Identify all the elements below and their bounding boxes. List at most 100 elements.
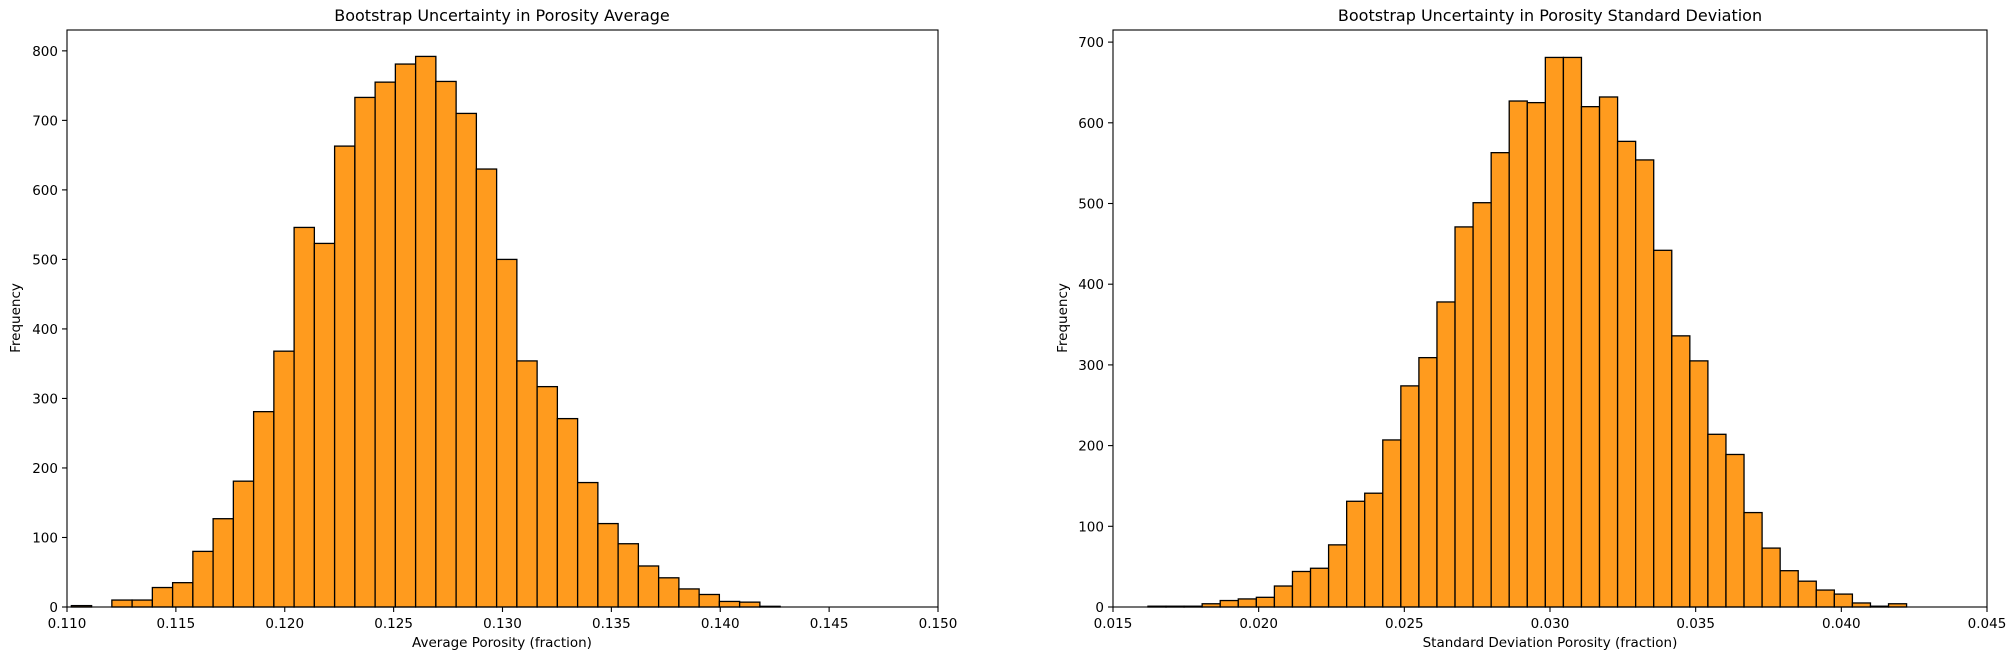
histogram-bar xyxy=(394,63,417,608)
histogram-bar xyxy=(1616,140,1637,608)
histogram-bar xyxy=(576,481,599,608)
y-tick-label: 100 xyxy=(1078,519,1104,535)
histogram-bar xyxy=(536,385,559,608)
y-tick-label: 600 xyxy=(32,183,58,199)
x-tick-label: 0.040 xyxy=(1822,616,1861,632)
histogram-bar xyxy=(1833,593,1854,608)
histogram-bar xyxy=(171,582,194,608)
histogram-bar xyxy=(1454,226,1474,608)
x-tick-label: 0.150 xyxy=(919,616,958,632)
histogram-bar xyxy=(1346,500,1366,608)
histogram-bar xyxy=(617,543,640,608)
histogram-bar xyxy=(1544,56,1565,608)
histogram-bar xyxy=(111,599,133,608)
y-tick-label: 400 xyxy=(1078,277,1104,293)
histogram-bar xyxy=(718,600,741,608)
histogram-bars xyxy=(1147,56,1908,608)
x-tick-label: 0.135 xyxy=(592,616,631,632)
x-tick-label: 0.045 xyxy=(1968,616,2007,632)
x-tick-label: 0.110 xyxy=(48,616,87,632)
histogram-bar xyxy=(1562,56,1583,608)
x-tick-label: 0.130 xyxy=(483,616,522,632)
histogram-bar xyxy=(1689,360,1709,608)
x-tick-label: 0.140 xyxy=(701,616,740,632)
histogram-bar xyxy=(738,601,761,608)
y-tick-label: 800 xyxy=(32,44,58,60)
y-tick-label: 500 xyxy=(1078,197,1104,213)
histogram-bar xyxy=(1273,585,1294,608)
histogram-bar xyxy=(1815,589,1835,608)
histogram-bar xyxy=(1671,335,1691,608)
x-tick-label: 0.015 xyxy=(1094,616,1133,632)
histogram-bar xyxy=(1653,249,1673,608)
x-axis-label: Average Porosity (fraction) xyxy=(412,635,592,651)
y-tick-label: 0 xyxy=(1095,600,1104,616)
x-tick-label: 0.035 xyxy=(1676,616,1715,632)
histogram-bars xyxy=(70,55,781,608)
histogram-bar xyxy=(1364,492,1384,608)
histogram-bar xyxy=(1291,570,1312,608)
histogram-bar xyxy=(252,410,275,608)
y-tick-label: 100 xyxy=(32,530,58,546)
histogram-bar xyxy=(313,242,336,608)
histogram-bar xyxy=(1580,106,1601,608)
x-tick-label: 0.145 xyxy=(810,616,849,632)
histogram-bar xyxy=(1436,301,1456,608)
histogram-bar xyxy=(698,593,721,608)
histogram-bar xyxy=(1707,433,1727,608)
histogram-bar xyxy=(192,550,214,608)
histogram-bar xyxy=(1219,599,1239,608)
y-tick-label: 400 xyxy=(32,322,58,338)
histogram-bar xyxy=(657,577,680,608)
x-tick-label: 0.125 xyxy=(374,616,413,632)
histogram-bar xyxy=(1309,567,1330,608)
y-axis-label: Frequency xyxy=(8,283,24,353)
chart-title: Bootstrap Uncertainty in Porosity Averag… xyxy=(334,6,670,25)
histogram-bar xyxy=(131,599,154,608)
histogram-bar xyxy=(354,96,376,608)
histogram-bar xyxy=(151,586,174,608)
histogram-bar xyxy=(1761,547,1781,608)
x-tick-label: 0.030 xyxy=(1531,616,1570,632)
x-axis-label: Standard Deviation Porosity (fraction) xyxy=(1423,635,1678,651)
histogram-bar xyxy=(678,588,700,608)
histogram-bar xyxy=(273,350,295,608)
histogram-bar xyxy=(435,80,457,608)
x-tick-label: 0.025 xyxy=(1385,616,1424,632)
histogram-bar xyxy=(495,258,518,608)
histogram-bar xyxy=(293,226,316,608)
histogram-bar xyxy=(1508,100,1528,608)
histogram-bar xyxy=(414,55,437,608)
x-tick-label: 0.020 xyxy=(1239,616,1278,632)
histogram-bar xyxy=(1418,356,1438,608)
histogram-bar xyxy=(1255,596,1276,608)
histogram-bar xyxy=(556,417,579,608)
histogram-panel-average: Bootstrap Uncertainty in Porosity Averag… xyxy=(8,6,957,651)
histogram-bar xyxy=(1598,96,1619,608)
histogram-bar xyxy=(455,112,478,608)
y-tick-label: 300 xyxy=(32,391,58,407)
histogram-bar xyxy=(1400,385,1420,608)
plot-frame xyxy=(1112,29,1988,608)
histogram-bar xyxy=(1526,101,1546,608)
histogram-bar xyxy=(637,565,660,608)
axis-ticks: 0.110 0.115 0.120 0.125 0.130 0.135 0.140 0.145… xyxy=(32,44,957,632)
histogram-bar xyxy=(1743,511,1763,608)
histogram-bar xyxy=(333,145,356,608)
chart-title: Bootstrap Uncertainty in Porosity Standa… xyxy=(1338,6,1762,25)
plot-frame xyxy=(66,29,939,608)
x-tick-label: 0.120 xyxy=(265,616,304,632)
histogram-bar xyxy=(516,360,538,608)
histogram-panel-stddev: Bootstrap Uncertainty in Porosity Standa… xyxy=(1055,6,2006,651)
y-tick-label: 200 xyxy=(32,461,58,477)
histogram-bar xyxy=(1237,598,1257,608)
histogram-bar xyxy=(1797,580,1817,608)
histogram-bar xyxy=(475,168,498,608)
y-axis-label: Frequency xyxy=(1055,283,1071,353)
histogram-bar xyxy=(1472,202,1492,608)
histogram-bar xyxy=(212,518,235,608)
y-tick-label: 500 xyxy=(32,252,58,268)
y-tick-label: 200 xyxy=(1078,439,1104,455)
histogram-bar xyxy=(1779,570,1799,608)
histogram-bar xyxy=(1382,439,1402,608)
